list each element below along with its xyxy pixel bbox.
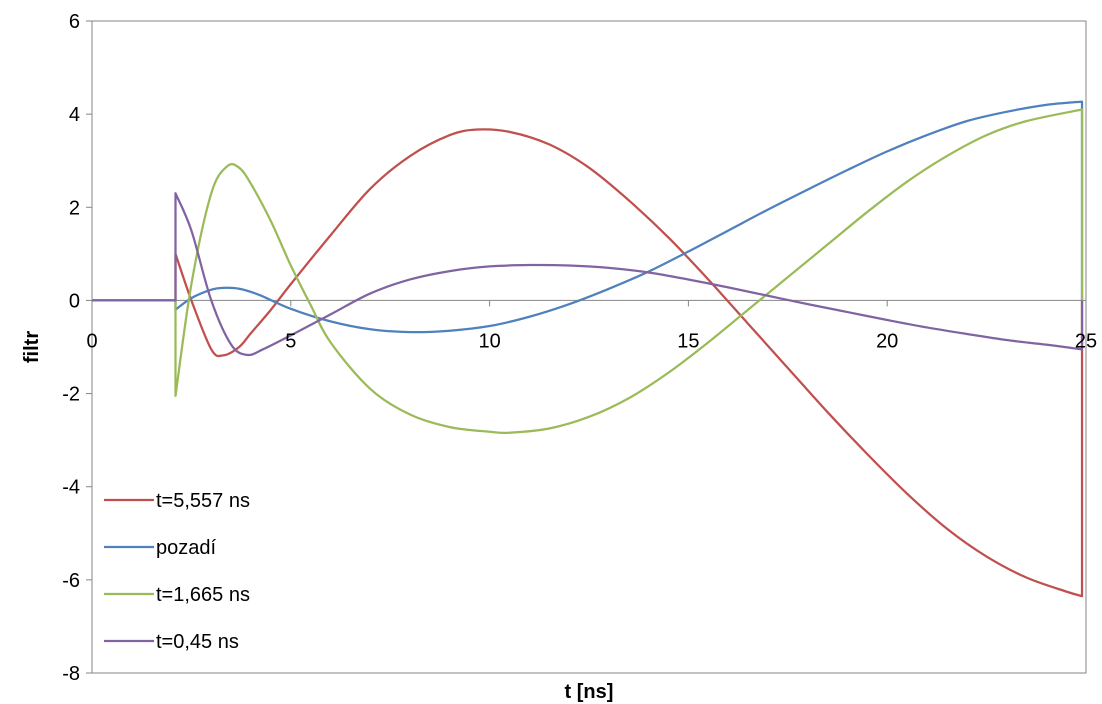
series-line-4 xyxy=(92,192,1084,357)
y-tick-label: 6 xyxy=(69,11,80,33)
y-tick-label: -8 xyxy=(62,663,80,685)
series-line-1 xyxy=(92,128,1084,598)
y-axis-tick-labels: -8 -6 -4 -2 0 2 4 6 xyxy=(62,11,80,685)
y-axis-ticks xyxy=(86,20,92,674)
x-tick-label: 10 xyxy=(478,330,500,352)
x-tick-label: 25 xyxy=(1075,330,1097,352)
x-tick-label: 5 xyxy=(285,330,296,352)
y-axis-title: filtr xyxy=(21,331,43,363)
series-line-3 xyxy=(92,108,1084,435)
legend-label: t=5,557 ns xyxy=(156,490,250,512)
x-tick-label: 0 xyxy=(86,330,97,352)
legend-label: pozadí xyxy=(156,537,216,559)
legend: t=5,557 ns pozadí t=1,665 ns t=0,45 ns xyxy=(104,490,250,653)
y-tick-label: 4 xyxy=(69,104,80,126)
y-tick-label: 2 xyxy=(69,197,80,219)
series-line-2 xyxy=(92,100,1084,334)
y-tick-label: -2 xyxy=(62,384,80,406)
y-tick-label: -6 xyxy=(62,570,80,592)
legend-label: t=0,45 ns xyxy=(156,631,239,653)
x-tick-label: 20 xyxy=(876,330,898,352)
legend-label: t=1,665 ns xyxy=(156,584,250,606)
y-tick-label: 0 xyxy=(69,290,80,312)
x-axis-tick-labels: 0 5 10 15 20 25 xyxy=(86,330,1097,352)
x-axis-title: t [ns] xyxy=(565,681,614,703)
y-tick-label: -4 xyxy=(62,477,80,499)
x-tick-label: 15 xyxy=(677,330,699,352)
plot-area xyxy=(91,20,1087,674)
x-axis-ticks xyxy=(91,300,1087,307)
series-lines xyxy=(92,100,1084,598)
